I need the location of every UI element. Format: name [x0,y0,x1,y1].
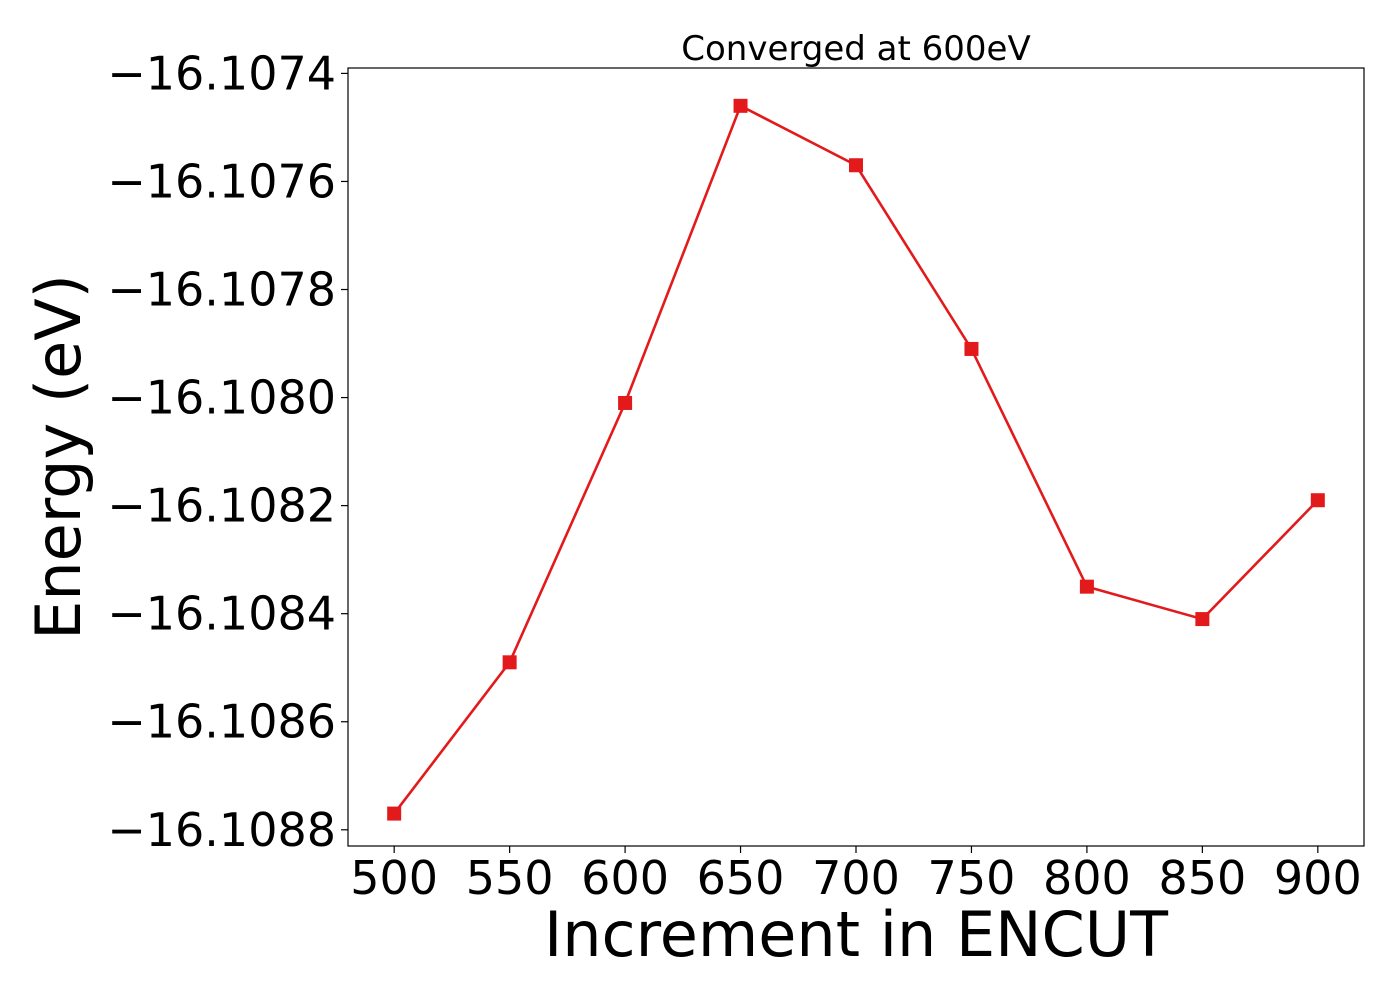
data-point [964,341,979,356]
chart-title: Converged at 600eV [681,29,1030,69]
y-axis-ticks: −16.1074 −16.1076 −16.1078 −16.1080 −16.1082… [107,46,348,857]
data-point [1079,579,1094,594]
y-tick-label: −16.1074 [107,46,336,100]
y-tick-label: −16.1080 [107,371,336,425]
data-point [1195,612,1210,627]
x-tick-label: 650 [697,851,785,905]
data-point [618,395,633,410]
x-tick-label: 700 [812,851,900,905]
data-point [733,98,748,113]
x-tick-label: 800 [1043,851,1131,905]
y-tick-label: −16.1076 [107,154,336,208]
x-axis-label: Increment in ENCUT [544,898,1169,971]
x-tick-label: 600 [581,851,669,905]
x-tick-label: 550 [466,851,554,905]
x-tick-label: 500 [350,851,438,905]
y-tick-label: −16.1088 [107,803,336,857]
data-point [1310,493,1325,508]
x-tick-label: 850 [1158,851,1246,905]
data-point [502,655,517,670]
y-axis-label: Energy (eV) [22,274,95,640]
y-tick-label: −16.1086 [107,695,336,749]
y-tick-label: −16.1084 [107,587,336,641]
y-tick-label: −16.1082 [107,479,336,533]
data-point [387,806,402,821]
y-tick-label: −16.1078 [107,263,336,317]
series-line [393,104,1319,815]
x-axis-ticks: 500 550 600 650 700 750 800 850 900 [350,846,1362,905]
x-tick-label: 750 [928,851,1016,905]
series-layer [387,98,1325,821]
x-tick-label: 900 [1274,851,1362,905]
data-point [849,158,863,173]
plot-frame [347,67,1365,847]
